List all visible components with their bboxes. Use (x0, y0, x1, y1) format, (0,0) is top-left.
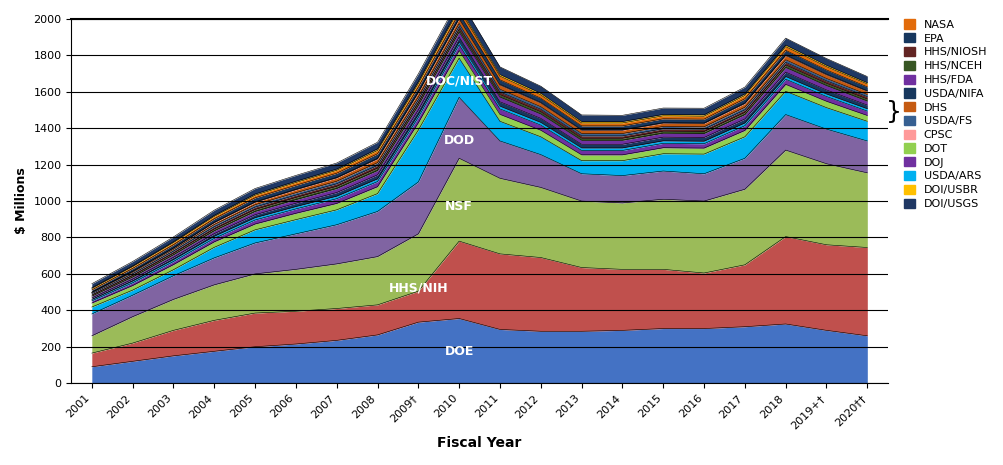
X-axis label: Fiscal Year: Fiscal Year (437, 436, 522, 450)
Text: NSF: NSF (444, 200, 472, 213)
Text: HHS/NIH: HHS/NIH (388, 282, 447, 295)
Text: DOC/NIST: DOC/NIST (425, 74, 492, 87)
Text: }: } (885, 100, 901, 124)
Text: DOD: DOD (443, 134, 474, 147)
Y-axis label: $ Millions: $ Millions (15, 168, 28, 234)
Legend: NASA, EPA, HHS/NIOSH, HHS/NCEH, HHS/FDA, USDA/NIFA, DHS, USDA/FS, CPSC, DOT, DOJ: NASA, EPA, HHS/NIOSH, HHS/NCEH, HHS/FDA,… (901, 17, 988, 211)
Text: DOE: DOE (444, 345, 473, 358)
